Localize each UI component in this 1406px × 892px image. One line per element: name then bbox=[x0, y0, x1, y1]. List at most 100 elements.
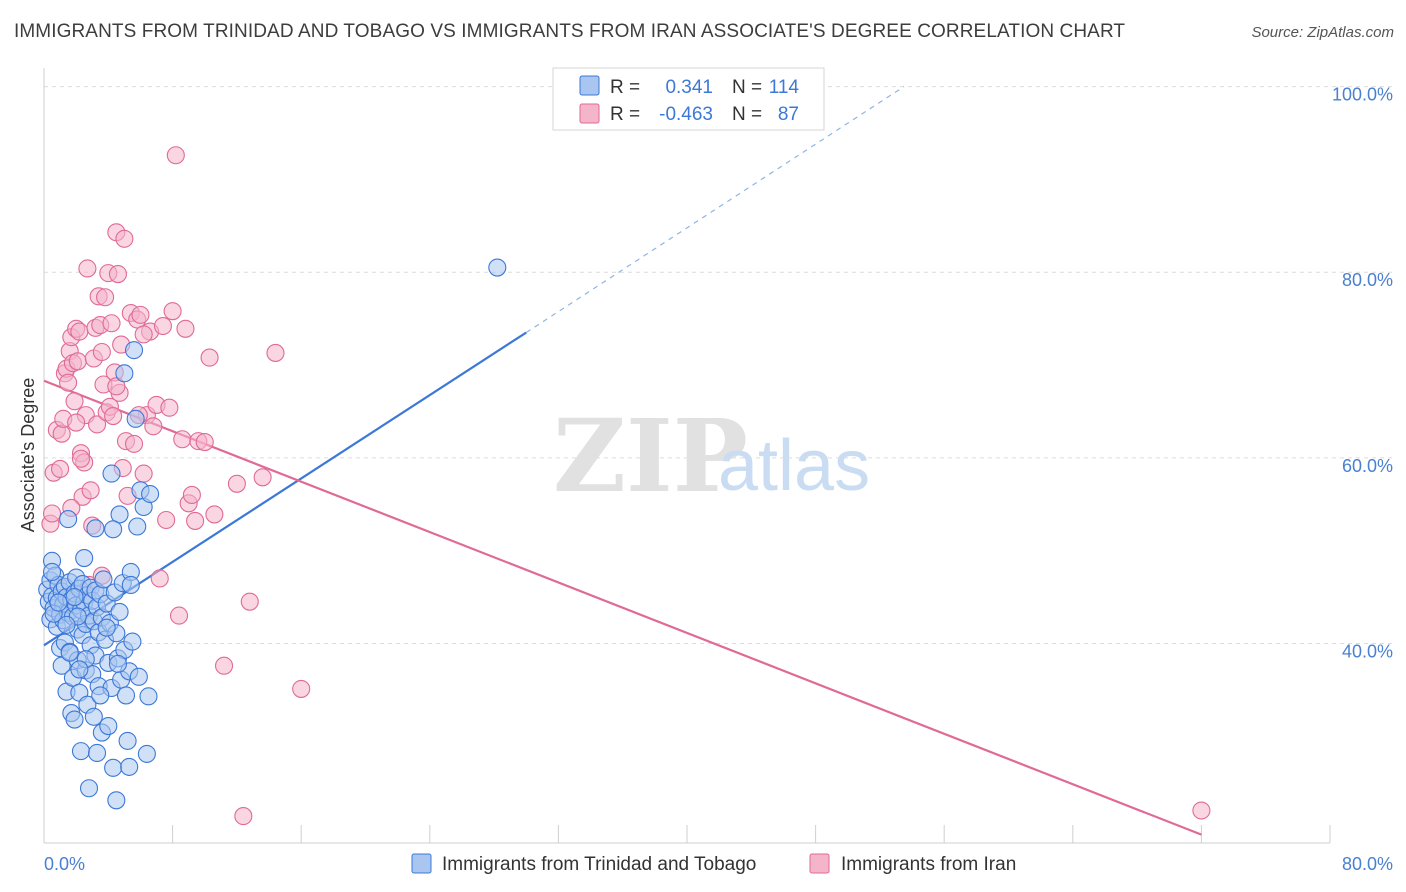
legend-r-value-pink: -0.463 bbox=[659, 104, 713, 125]
watermark: ZIP atlas bbox=[553, 397, 870, 515]
point-pink bbox=[68, 352, 87, 371]
source-credit: Source: ZipAtlas.com bbox=[1251, 24, 1394, 41]
stats-legend: R = 0.341 N = 114 R = -0.463 N = 87 bbox=[552, 67, 825, 131]
point-pink bbox=[214, 656, 234, 675]
point-pink bbox=[240, 592, 259, 611]
point-pink bbox=[108, 264, 127, 284]
series-legend: Immigrants from Trinidad and Tobago Immi… bbox=[411, 853, 1016, 875]
legend-swatch-blue bbox=[579, 75, 600, 96]
point-pink bbox=[227, 474, 246, 493]
legend-r-label-blue: R = bbox=[610, 77, 640, 98]
point-pink bbox=[182, 485, 201, 504]
point-blue bbox=[123, 632, 142, 651]
point-blue bbox=[52, 656, 71, 675]
point-blue bbox=[65, 587, 84, 607]
point-pink bbox=[87, 415, 107, 434]
point-blue bbox=[86, 519, 105, 538]
point-pink bbox=[163, 302, 182, 321]
point-pink bbox=[160, 398, 179, 417]
point-blue bbox=[59, 510, 78, 529]
watermark-zip: ZIP bbox=[553, 397, 748, 515]
point-pink bbox=[186, 511, 205, 530]
point-pink bbox=[65, 392, 84, 411]
y-axis-label: Associate's Degree bbox=[18, 378, 38, 533]
point-pink bbox=[266, 343, 285, 362]
point-pink bbox=[78, 259, 97, 278]
point-pink bbox=[104, 407, 123, 426]
point-pink bbox=[67, 413, 86, 432]
point-blue bbox=[104, 520, 123, 539]
point-pink bbox=[1192, 801, 1211, 820]
point-blue bbox=[70, 660, 89, 679]
legend-n-label-blue: N = bbox=[732, 77, 762, 98]
point-pink bbox=[166, 146, 185, 165]
point-blue bbox=[107, 791, 126, 810]
chart-title: IMMIGRANTS FROM TRINIDAD AND TOBAGO VS I… bbox=[14, 21, 1126, 42]
point-blue bbox=[139, 687, 158, 706]
point-pink bbox=[157, 510, 176, 530]
point-blue bbox=[49, 593, 68, 612]
point-pink bbox=[107, 377, 126, 396]
point-pink bbox=[124, 434, 144, 453]
x-tick-label: 0.0% bbox=[44, 854, 85, 874]
legend-n-label-pink: N = bbox=[732, 104, 762, 125]
point-pink bbox=[205, 505, 224, 524]
point-pink bbox=[176, 319, 195, 338]
point-pink bbox=[134, 464, 153, 483]
point-blue bbox=[91, 686, 110, 705]
point-blue bbox=[79, 779, 99, 798]
y-tick-label: 80.0% bbox=[1342, 270, 1393, 290]
point-pink bbox=[59, 373, 78, 392]
point-pink bbox=[153, 316, 173, 336]
point-blue bbox=[115, 364, 134, 383]
point-pink bbox=[234, 807, 253, 826]
series-legend-swatch-pink bbox=[809, 853, 830, 874]
point-blue bbox=[110, 602, 129, 621]
series-legend-swatch-blue bbox=[411, 853, 432, 874]
point-pink bbox=[51, 459, 70, 479]
point-blue bbox=[99, 717, 118, 736]
point-pink bbox=[169, 606, 189, 625]
point-pink bbox=[70, 322, 89, 341]
point-blue bbox=[137, 744, 156, 763]
point-blue bbox=[87, 743, 107, 763]
point-blue bbox=[116, 686, 136, 705]
point-blue bbox=[124, 341, 144, 360]
legend-r-value-blue: 0.341 bbox=[665, 77, 713, 98]
point-pink bbox=[253, 468, 272, 487]
point-blue bbox=[129, 667, 148, 686]
point-blue bbox=[84, 707, 103, 726]
legend-r-label-pink: R = bbox=[610, 104, 640, 125]
point-blue bbox=[75, 549, 94, 568]
point-blue bbox=[121, 575, 140, 595]
point-blue bbox=[57, 615, 76, 634]
trend-line-pink bbox=[43, 379, 1202, 836]
point-blue bbox=[71, 742, 91, 761]
point-blue bbox=[141, 484, 160, 504]
y-tick-label: 40.0% bbox=[1342, 641, 1393, 661]
point-pink bbox=[71, 449, 91, 468]
point-pink bbox=[96, 288, 115, 307]
point-blue bbox=[118, 731, 137, 750]
y-tick-label: 60.0% bbox=[1342, 456, 1393, 476]
legend-swatch-pink bbox=[579, 103, 600, 124]
legend-n-value-blue: 114 bbox=[769, 77, 800, 98]
trend-line-blue bbox=[43, 331, 527, 647]
point-blue bbox=[120, 757, 139, 776]
point-blue bbox=[108, 654, 127, 673]
watermark-atlas: atlas bbox=[718, 426, 870, 506]
series-legend-label-blue: Immigrants from Trinidad and Tobago bbox=[442, 854, 756, 875]
point-blue bbox=[60, 643, 79, 662]
point-blue bbox=[104, 758, 123, 777]
trend-lines bbox=[43, 86, 1202, 836]
point-pink bbox=[81, 481, 100, 500]
point-pink bbox=[92, 342, 111, 362]
point-blue bbox=[42, 562, 62, 582]
point-pink bbox=[292, 679, 311, 698]
point-pink bbox=[102, 314, 121, 333]
tick-labels: 100.0% 80.0% 60.0% 40.0% 0.0% 80.0% bbox=[44, 85, 1393, 874]
point-pink bbox=[144, 417, 163, 436]
point-pink bbox=[173, 430, 192, 449]
point-pink bbox=[134, 325, 153, 344]
